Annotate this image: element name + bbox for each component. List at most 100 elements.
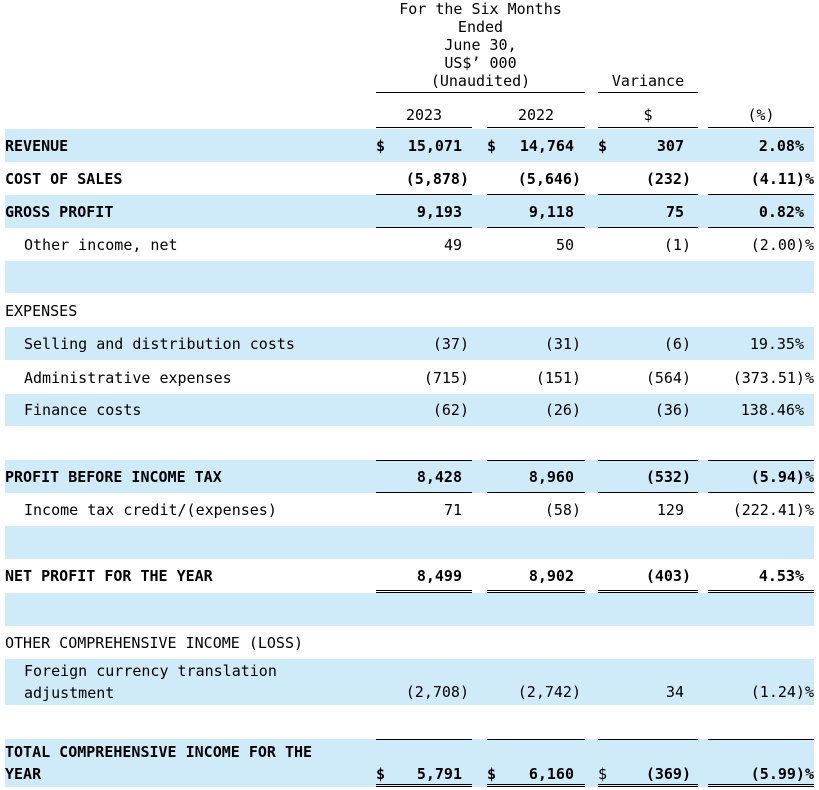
value-percent: (4.11)% (750, 169, 814, 188)
total-double-underline-pct (708, 784, 814, 787)
value-variance: (403) (645, 566, 691, 585)
value-2023: 49 (443, 235, 462, 254)
value-2022: 8,960 (528, 467, 574, 486)
value-variance: (232) (645, 169, 691, 188)
double-underline-2023 (376, 590, 472, 593)
subtotal-line-2022 (487, 194, 585, 195)
value-variance: (564) (645, 368, 691, 387)
value-2022: 6,160 (528, 765, 574, 783)
total-top-line-pct (708, 739, 814, 740)
total-double-underline-2023 (376, 784, 472, 787)
period-line-3: June 30, (444, 36, 517, 54)
row-label: Finance costs (24, 401, 142, 419)
value-2022: 50 (555, 235, 574, 254)
table-row-selling: Selling and distribution costs (37) (31)… (5, 327, 814, 360)
value-variance: 75 (665, 202, 684, 221)
variance-header: Variance (611, 72, 685, 90)
period-header: For the Six Months Ended June 30, US$’ 0… (376, 0, 585, 90)
value-percent: (5.99)% (750, 765, 814, 783)
currency-symbol: $ (376, 765, 386, 783)
row-label: REVENUE (5, 136, 69, 155)
col-underline-2022 (487, 127, 585, 128)
blank-row (5, 526, 814, 559)
value-2022: (26) (544, 401, 581, 419)
value-2023: 5,791 (416, 765, 462, 783)
value-percent: 138.46% (740, 401, 804, 419)
pbt-top-line-2023 (376, 460, 472, 461)
pbt-bottom-line-variance (598, 492, 698, 493)
value-2022: 8,902 (528, 566, 574, 585)
row-label: Income tax credit/(expenses) (24, 500, 277, 519)
period-line-1: For the Six Months (399, 0, 562, 18)
double-underline-variance (598, 590, 698, 593)
row-label: NET PROFIT FOR THE YEAR (5, 566, 213, 585)
total-top-line-2022 (487, 739, 585, 740)
col-underline-2023 (376, 127, 472, 128)
value-variance: (36) (654, 401, 691, 419)
pbt-top-line-2022 (487, 460, 585, 461)
total-line-2022 (487, 227, 585, 228)
table-row-cost-of-sales: COST OF SALES (5,878) (5,646) (232) (4.1… (5, 162, 814, 195)
currency-symbol: $ (376, 136, 386, 155)
table-row-profit-before-tax: PROFIT BEFORE INCOME TAX 8,428 8,960 (53… (5, 460, 814, 493)
blank-row (5, 593, 814, 626)
value-variance: (532) (645, 467, 691, 486)
section-label: OTHER COMPREHENSIVE INCOME (LOSS) (5, 633, 304, 652)
row-label: Other income, net (24, 235, 178, 254)
value-variance: 129 (656, 500, 684, 519)
currency-symbol: $ (598, 765, 608, 783)
pbt-top-line-pct (708, 460, 814, 461)
table-row-gross-profit: GROSS PROFIT 9,193 9,118 75 0.82% (5, 195, 814, 228)
period-underline (376, 92, 585, 93)
period-line-2: Ended (457, 18, 504, 36)
row-label: PROFIT BEFORE INCOME TAX (5, 467, 222, 486)
value-2023: (62) (432, 401, 469, 419)
currency-symbol: $ (598, 136, 608, 155)
value-percent: (5.94)% (750, 467, 814, 486)
value-percent: 4.53% (758, 566, 804, 585)
total-top-line-2023 (376, 739, 472, 740)
col-header-pct: (%) (747, 106, 775, 124)
double-underline-2022 (487, 590, 585, 593)
value-percent: (222.41)% (732, 500, 814, 519)
value-2023: (5,878) (405, 169, 469, 188)
value-2023: 15,071 (407, 136, 462, 155)
variance-underline (598, 92, 698, 93)
value-percent: (373.51)% (732, 368, 814, 387)
value-2022: 14,764 (519, 136, 574, 155)
value-2023: 8,428 (416, 467, 462, 486)
value-percent: 2.08% (758, 136, 804, 155)
currency-symbol: $ (487, 765, 497, 783)
col-header-dollar: $ (643, 106, 653, 124)
row-label: TOTAL COMPREHENSIVE INCOME FOR THE YEAR (5, 743, 313, 783)
value-percent: 0.82% (758, 202, 804, 221)
col-header-2023: 2023 (405, 106, 443, 124)
value-variance: (1) (663, 235, 691, 254)
period-line-4: US$’ 000 (444, 54, 517, 72)
currency-symbol: $ (487, 136, 497, 155)
total-top-line-variance (598, 739, 698, 740)
subtotal-line-pct (708, 194, 814, 195)
value-variance: 307 (656, 136, 684, 155)
value-2023: (37) (432, 334, 469, 353)
table-row-admin: Administrative expenses (715) (151) (564… (5, 361, 814, 394)
total-line-pct (708, 227, 814, 228)
table-row-net-profit: NET PROFIT FOR THE YEAR 8,499 8,902 (403… (5, 559, 814, 592)
table-row-finance: Finance costs (62) (26) (36) 138.46% (5, 394, 814, 426)
value-2023: (2,708) (405, 683, 469, 701)
row-label: COST OF SALES (5, 169, 123, 188)
value-2022: (5,646) (517, 169, 581, 188)
total-line-variance (598, 227, 698, 228)
value-variance: (369) (645, 765, 691, 783)
row-label: Foreign currency translation adjustment (24, 662, 277, 702)
table-row-revenue: REVENUE $ 15,071 $ 14,764 $ 307 2.08% (5, 129, 814, 162)
double-underline-pct (708, 590, 814, 593)
total-line-2023 (376, 227, 472, 228)
value-2022: (31) (544, 334, 581, 353)
total-double-underline-variance (598, 784, 698, 787)
period-line-5: (Unaudited) (430, 72, 531, 90)
value-2022: (151) (535, 368, 581, 387)
value-2022: 9,118 (528, 202, 574, 221)
value-percent: (2.00)% (750, 235, 814, 254)
col-header-2022: 2022 (517, 106, 555, 124)
